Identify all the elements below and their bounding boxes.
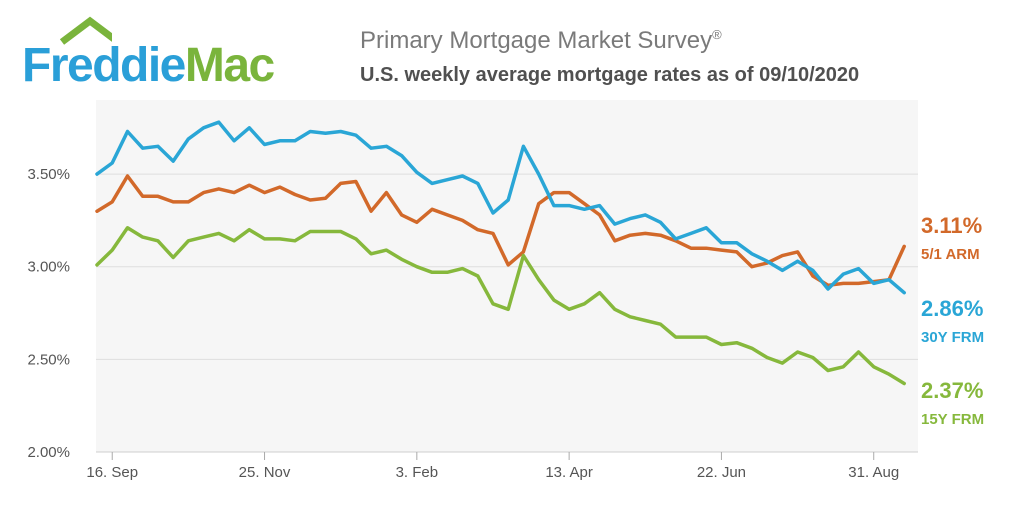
x-tick-label: 25. Nov <box>239 464 291 481</box>
plot-area <box>96 100 918 452</box>
end-value-label-arm: 3.11% <box>921 213 982 238</box>
title-text: Primary Mortgage Market Survey <box>360 27 713 54</box>
logo-text: FreddieMac <box>22 38 275 94</box>
freddie-mac-logo: FreddieMac <box>22 16 322 92</box>
x-tick-label: 16. Sep <box>86 464 138 481</box>
page-subtitle: U.S. weekly average mortgage rates as of… <box>360 64 860 86</box>
house-roof-icon <box>59 16 112 45</box>
series-name-label-frm15: 15Y FRM <box>921 411 984 428</box>
page-title: Primary Mortgage Market Survey® <box>360 27 722 55</box>
x-tick-label: 3. Feb <box>396 464 439 481</box>
logo-word-freddie: Freddie <box>22 39 186 92</box>
x-tick-label: 22. Jun <box>697 464 746 481</box>
y-tick-label: 2.50% <box>27 351 70 368</box>
end-value-label-frm30: 2.86% <box>921 296 983 321</box>
series-line-frm30 <box>95 120 906 295</box>
x-tick-label: 31. Aug <box>848 464 899 481</box>
y-tick-label: 3.00% <box>27 259 70 276</box>
x-tick-label: 13. Apr <box>545 464 593 481</box>
series-name-label-frm30: 30Y FRM <box>921 329 984 346</box>
series-name-label-arm: 5/1 ARM <box>921 246 980 263</box>
y-tick-label: 3.50% <box>27 166 70 183</box>
y-tick-label: 2.00% <box>27 444 70 461</box>
series-line-frm15 <box>95 226 906 386</box>
logo-word-mac: Mac <box>184 39 275 92</box>
registered-mark: ® <box>712 27 722 42</box>
end-value-label-frm15: 2.37% <box>921 378 983 403</box>
